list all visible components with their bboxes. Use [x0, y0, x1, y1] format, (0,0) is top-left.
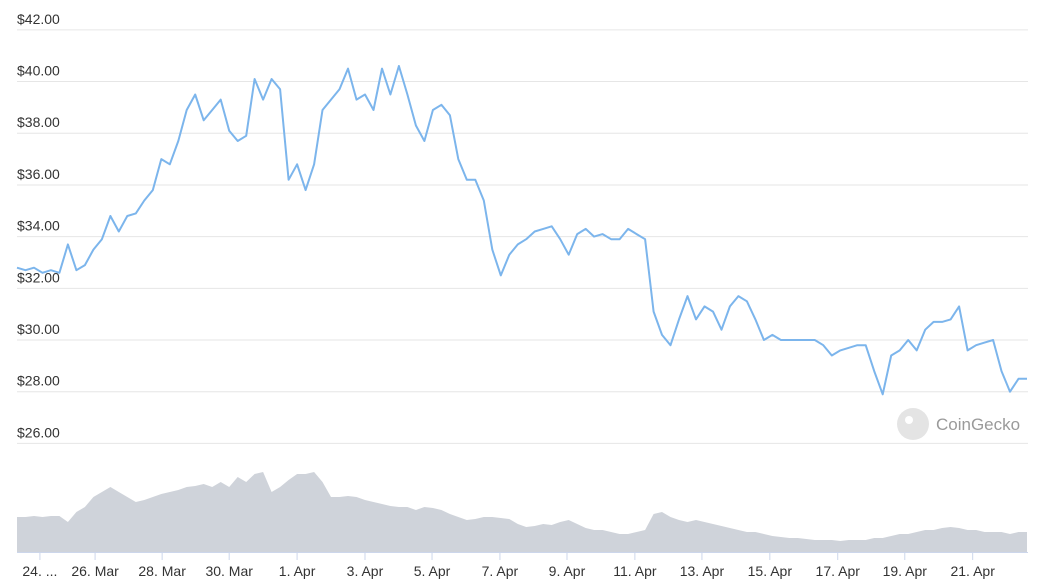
watermark-logo [897, 408, 929, 440]
x-tick-label: 9. Apr [549, 563, 586, 579]
x-tick-label: 30. Mar [205, 563, 253, 579]
watermark: CoinGecko [897, 408, 1020, 440]
y-tick-label: $38.00 [17, 114, 60, 130]
volume-area [17, 472, 1027, 552]
x-tick-label: 28. Mar [138, 563, 186, 579]
x-tick-label: 11. Apr [613, 563, 657, 579]
y-tick-label: $34.00 [17, 218, 60, 234]
x-tick-label: 19. Apr [883, 563, 928, 579]
x-tick-label: 17. Apr [816, 563, 861, 579]
y-tick-label: $42.00 [17, 11, 60, 27]
x-tick-label: 5. Apr [414, 563, 451, 579]
x-tick-label: 3. Apr [347, 563, 384, 579]
y-tick-label: $40.00 [17, 63, 60, 79]
x-tick-label: 24. ... [22, 563, 57, 579]
price-line [16, 65, 1027, 396]
watermark-logo-eye [905, 416, 913, 424]
y-tick-label: $26.00 [17, 424, 60, 440]
y-tick-label: $32.00 [17, 269, 60, 285]
x-tick-label: 21. Apr [950, 563, 995, 579]
x-tick-label: 7. Apr [482, 563, 519, 579]
x-tick-label: 13. Apr [680, 563, 725, 579]
x-tick-label: 1. Apr [279, 563, 316, 579]
y-tick-label: $30.00 [17, 321, 60, 337]
y-tick-label: $28.00 [17, 373, 60, 389]
watermark-text: CoinGecko [936, 415, 1020, 434]
y-tick-label: $36.00 [17, 166, 60, 182]
x-tick-label: 26. Mar [71, 563, 119, 579]
x-tick-label: 15. Apr [748, 563, 793, 579]
